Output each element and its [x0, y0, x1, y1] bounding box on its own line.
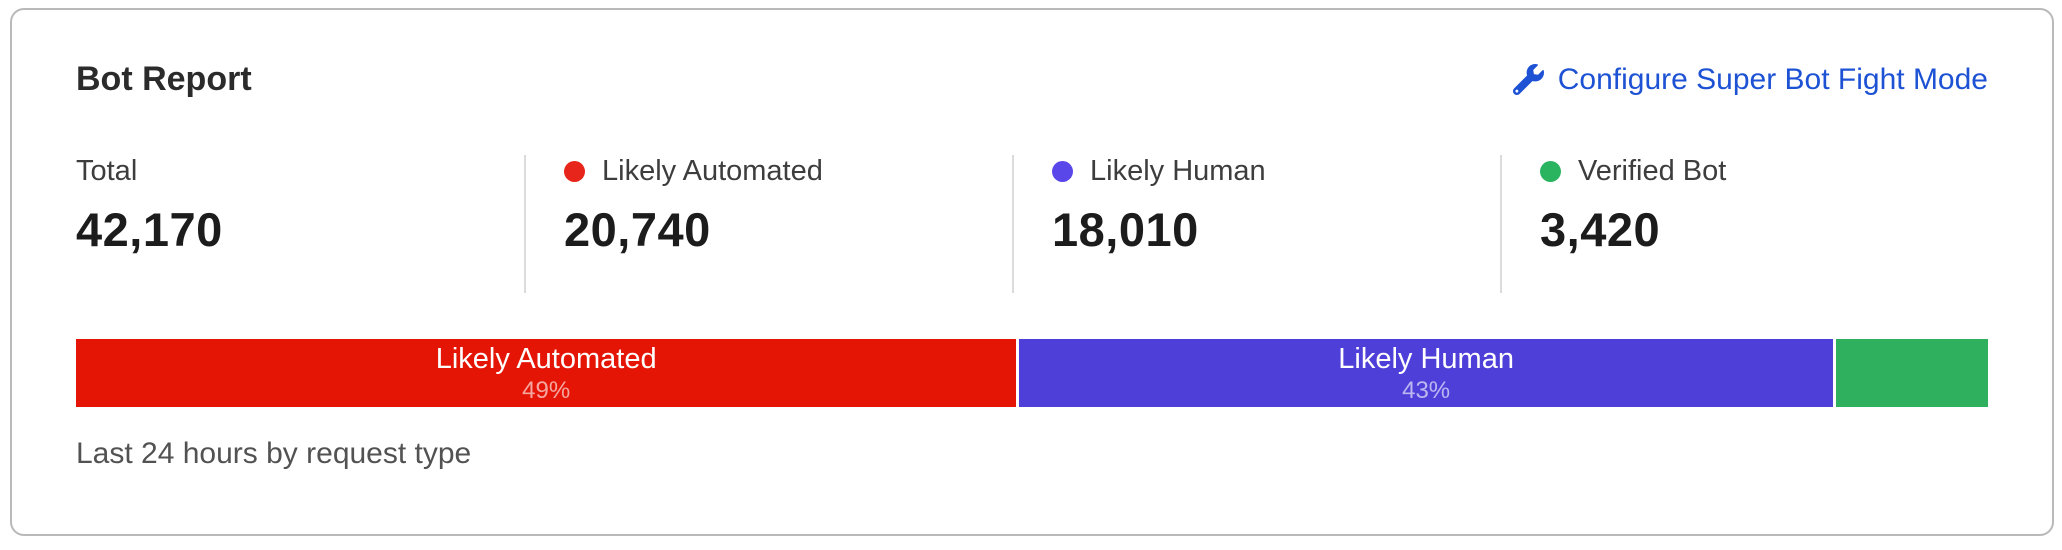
wrench-icon [1512, 64, 1544, 95]
card-header: Bot Report Configure Super Bot Fight Mod… [76, 60, 1988, 99]
stat-likely-automated-label: Likely Automated [602, 155, 823, 187]
stat-total-label: Total [76, 155, 138, 187]
bar-segment-likely-human[interactable]: Likely Human 43% [1016, 339, 1833, 407]
bar-segment-likely-automated[interactable]: Likely Automated 49% [76, 339, 1017, 407]
likely-automated-dot-icon [564, 161, 585, 182]
bar-segment-label: Likely Automated [435, 342, 657, 375]
bar-segment-percent: 49% [522, 376, 571, 404]
stats-row: Total 42,170 Likely Automated 20,740 Lik… [76, 155, 1988, 293]
verified-bot-dot-icon [1540, 161, 1561, 182]
bar-segment-percent: 43% [1402, 376, 1451, 404]
stat-verified-bot-value: 3,420 [1540, 203, 1661, 256]
stat-likely-automated: Likely Automated 20,740 [524, 155, 1012, 293]
configure-super-bot-fight-mode-link[interactable]: Configure Super Bot Fight Mode [1512, 62, 1988, 97]
configure-link-label: Configure Super Bot Fight Mode [1557, 62, 1988, 96]
time-range-caption: Last 24 hours by request type [76, 437, 472, 470]
stat-likely-human-value: 18,010 [1052, 203, 1199, 256]
page-title: Bot Report [76, 60, 252, 98]
stat-verified-bot-label: Verified Bot [1578, 155, 1727, 187]
stat-verified-bot: Verified Bot 3,420 [1500, 155, 1988, 293]
request-type-stacked-bar: Likely Automated 49% Likely Human 43% [76, 339, 1988, 407]
stat-likely-human-label: Likely Human [1090, 155, 1266, 187]
likely-human-dot-icon [1052, 161, 1073, 182]
bar-segment-verified-bot[interactable] [1832, 339, 1988, 407]
stat-total: Total 42,170 [76, 155, 524, 293]
bar-segment-label: Likely Human [1338, 342, 1514, 375]
bot-report-card: Bot Report Configure Super Bot Fight Mod… [10, 8, 2054, 536]
stat-likely-human: Likely Human 18,010 [1012, 155, 1500, 293]
stat-likely-automated-value: 20,740 [564, 203, 711, 256]
stat-total-value: 42,170 [76, 203, 223, 256]
